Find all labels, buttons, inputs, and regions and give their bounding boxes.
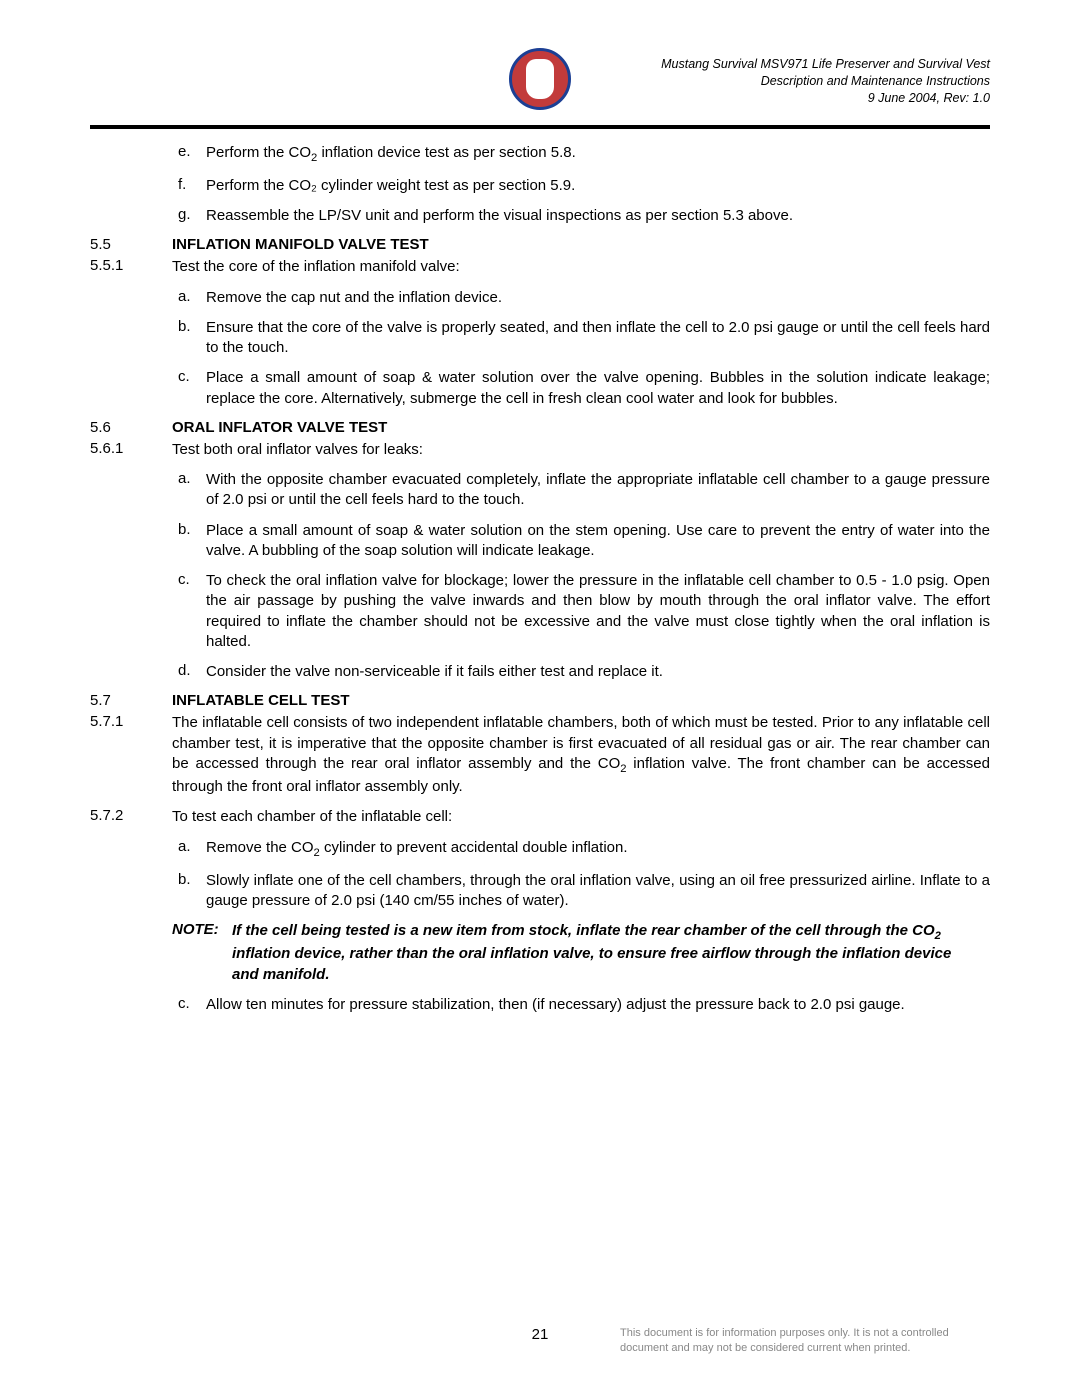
paragraph-row: 5.5.1 Test the core of the inflation man…	[90, 257, 990, 277]
note-text: If the cell being tested is a new item f…	[232, 921, 990, 985]
section-5-6: 5.6 ORAL INFLATOR VALVE TEST 5.6.1 Test …	[90, 419, 990, 683]
list-item: f.Perform the CO₂ cylinder weight test a…	[172, 176, 990, 196]
list-text: Ensure that the core of the valve is pro…	[206, 318, 990, 359]
procedure-list: a.Remove the CO2 cylinder to prevent acc…	[172, 838, 990, 912]
list-text: Reassemble the LP/SV unit and perform th…	[206, 206, 990, 226]
list-item: b.Slowly inflate one of the cell chamber…	[172, 871, 990, 912]
list-text: Allow ten minutes for pressure stabiliza…	[206, 995, 990, 1015]
list-item: a.Remove the cap nut and the inflation d…	[172, 288, 990, 308]
paragraph-text: Test the core of the inflation manifold …	[172, 257, 990, 277]
list-marker: c.	[172, 368, 206, 409]
mustang-logo-icon	[509, 48, 571, 110]
paragraph-text: Test both oral inflator valves for leaks…	[172, 440, 990, 460]
list-item: g.Reassemble the LP/SV unit and perform …	[172, 206, 990, 226]
continuation-list: e.Perform the CO2 inflation device test …	[172, 143, 990, 227]
list-text: Slowly inflate one of the cell chambers,…	[206, 871, 990, 912]
note-block: NOTE: If the cell being tested is a new …	[172, 921, 990, 985]
procedure-list: a.Remove the cap nut and the inflation d…	[172, 288, 990, 409]
procedure-list: a.With the opposite chamber evacuated co…	[172, 470, 990, 682]
list-marker: a.	[172, 838, 206, 861]
section-heading-row: 5.6 ORAL INFLATOR VALVE TEST	[90, 419, 990, 436]
list-marker: a.	[172, 470, 206, 511]
paragraph-text: The inflatable cell consists of two inde…	[172, 713, 990, 797]
footer-disclaimer: This document is for information purpose…	[620, 1326, 990, 1355]
list-item: a.Remove the CO2 cylinder to prevent acc…	[172, 838, 990, 861]
page-footer: 21 This document is for information purp…	[90, 1326, 990, 1355]
list-marker: a.	[172, 288, 206, 308]
list-marker: c.	[172, 995, 206, 1015]
procedure-list: c.Allow ten minutes for pressure stabili…	[172, 995, 990, 1015]
list-text: Remove the CO2 cylinder to prevent accid…	[206, 838, 990, 861]
list-item: b.Place a small amount of soap & water s…	[172, 521, 990, 562]
paragraph-row: 5.7.2 To test each chamber of the inflat…	[90, 807, 990, 827]
section-5-7: 5.7 INFLATABLE CELL TEST 5.7.1 The infla…	[90, 692, 990, 1015]
list-item: e.Perform the CO2 inflation device test …	[172, 143, 990, 166]
list-item: a.With the opposite chamber evacuated co…	[172, 470, 990, 511]
list-marker: f.	[172, 176, 206, 196]
list-marker: d.	[172, 662, 206, 682]
paragraph-number: 5.6.1	[90, 440, 172, 460]
logo-seahorse-icon	[526, 59, 554, 99]
header-line-3: 9 June 2004, Rev: 1.0	[661, 90, 990, 107]
header-line-2: Description and Maintenance Instructions	[661, 73, 990, 90]
list-item: c.Allow ten minutes for pressure stabili…	[172, 995, 990, 1015]
section-title: ORAL INFLATOR VALVE TEST	[172, 419, 387, 436]
list-marker: b.	[172, 871, 206, 912]
list-marker: g.	[172, 206, 206, 226]
note-label: NOTE:	[172, 921, 232, 985]
section-heading-row: 5.5 INFLATION MANIFOLD VALVE TEST	[90, 236, 990, 253]
list-text: To check the oral inflation valve for bl…	[206, 571, 990, 652]
list-text: Place a small amount of soap & water sol…	[206, 368, 990, 409]
list-item: c.To check the oral inflation valve for …	[172, 571, 990, 652]
list-item: b.Ensure that the core of the valve is p…	[172, 318, 990, 359]
paragraph-number: 5.7.2	[90, 807, 172, 827]
section-heading-row: 5.7 INFLATABLE CELL TEST	[90, 692, 990, 709]
section-title: INFLATABLE CELL TEST	[172, 692, 350, 709]
list-marker: e.	[172, 143, 206, 166]
list-marker: c.	[172, 571, 206, 652]
paragraph-row: 5.6.1 Test both oral inflator valves for…	[90, 440, 990, 460]
paragraph-number: 5.7.1	[90, 713, 172, 797]
paragraph-number: 5.5.1	[90, 257, 172, 277]
list-text: With the opposite chamber evacuated comp…	[206, 470, 990, 511]
list-item: d.Consider the valve non-serviceable if …	[172, 662, 990, 682]
list-marker: b.	[172, 521, 206, 562]
paragraph-row: 5.7.1 The inflatable cell consists of tw…	[90, 713, 990, 797]
page-number: 21	[532, 1326, 549, 1343]
logo-container	[509, 48, 571, 110]
header-line-1: Mustang Survival MSV971 Life Preserver a…	[661, 56, 990, 73]
section-number: 5.5	[90, 236, 172, 253]
page-header: Mustang Survival MSV971 Life Preserver a…	[90, 50, 990, 107]
section-number: 5.6	[90, 419, 172, 436]
paragraph-text: To test each chamber of the inflatable c…	[172, 807, 990, 827]
section-5-5: 5.5 INFLATION MANIFOLD VALVE TEST 5.5.1 …	[90, 236, 990, 409]
header-meta: Mustang Survival MSV971 Life Preserver a…	[661, 50, 990, 107]
list-text: Perform the CO2 inflation device test as…	[206, 143, 990, 166]
section-title: INFLATION MANIFOLD VALVE TEST	[172, 236, 429, 253]
list-item: c.Place a small amount of soap & water s…	[172, 368, 990, 409]
header-rule	[90, 125, 990, 129]
list-marker: b.	[172, 318, 206, 359]
list-text: Consider the valve non-serviceable if it…	[206, 662, 990, 682]
section-number: 5.7	[90, 692, 172, 709]
list-text: Remove the cap nut and the inflation dev…	[206, 288, 990, 308]
list-text: Perform the CO₂ cylinder weight test as …	[206, 176, 990, 196]
list-text: Place a small amount of soap & water sol…	[206, 521, 990, 562]
